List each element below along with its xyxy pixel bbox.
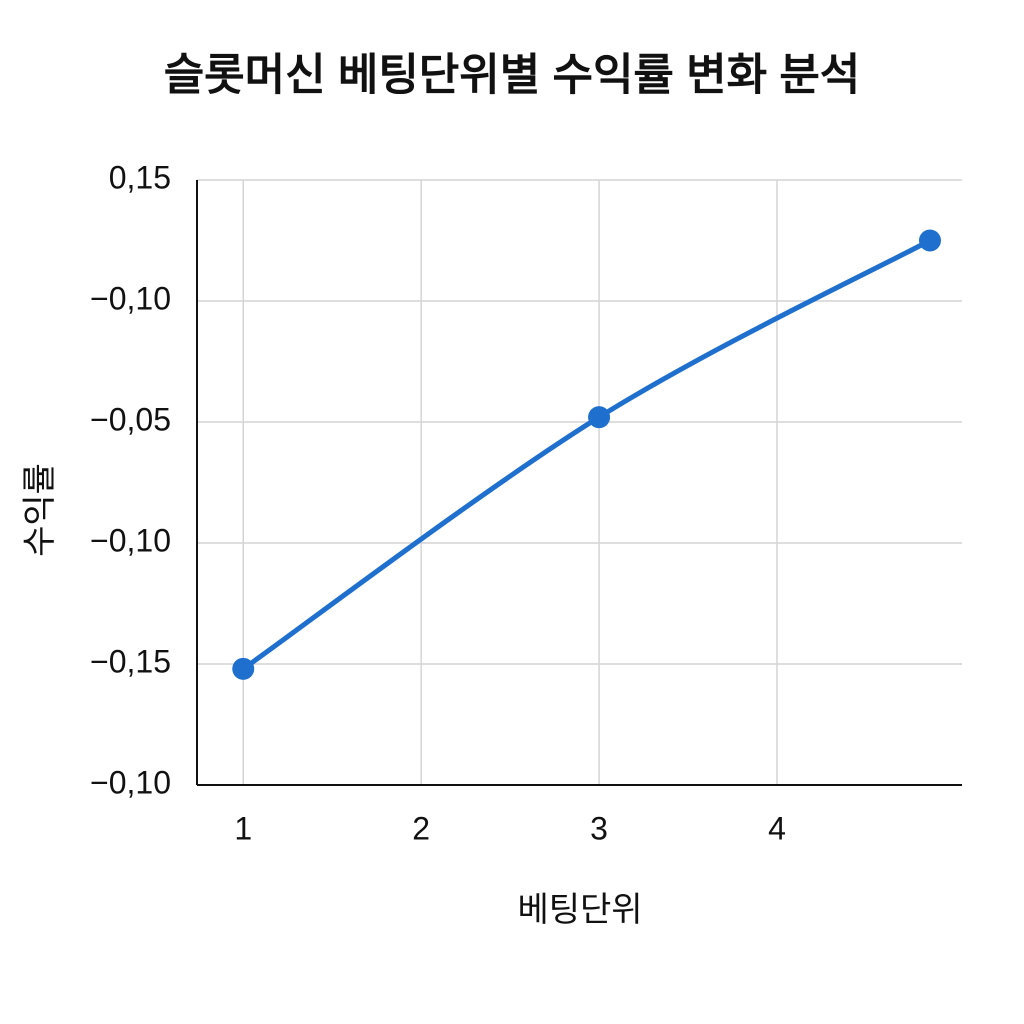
x-tick-label: 1 [234, 810, 252, 846]
y-axis-label: 수익률 [21, 463, 59, 557]
point [232, 657, 255, 680]
y-tick-label: 0,15 [109, 159, 171, 195]
x-axis-label: 베팅단위 [517, 891, 642, 929]
x-tick-label: 2 [412, 810, 430, 846]
y-tick-label: −0,10 [90, 764, 171, 800]
y-tick-label: −0,15 [90, 643, 171, 679]
y-tick-label: −0,05 [90, 401, 171, 437]
point [918, 229, 941, 252]
y-tick-label: −0,10 [90, 522, 171, 558]
y-tick-label: −0,10 [90, 280, 171, 316]
x-tick-label: 4 [768, 810, 786, 846]
x-tick-label: 3 [590, 810, 608, 846]
chart-title: 슬롯머신 베팅단위별 수익률 변화 분석 [164, 51, 861, 100]
point [588, 406, 611, 429]
